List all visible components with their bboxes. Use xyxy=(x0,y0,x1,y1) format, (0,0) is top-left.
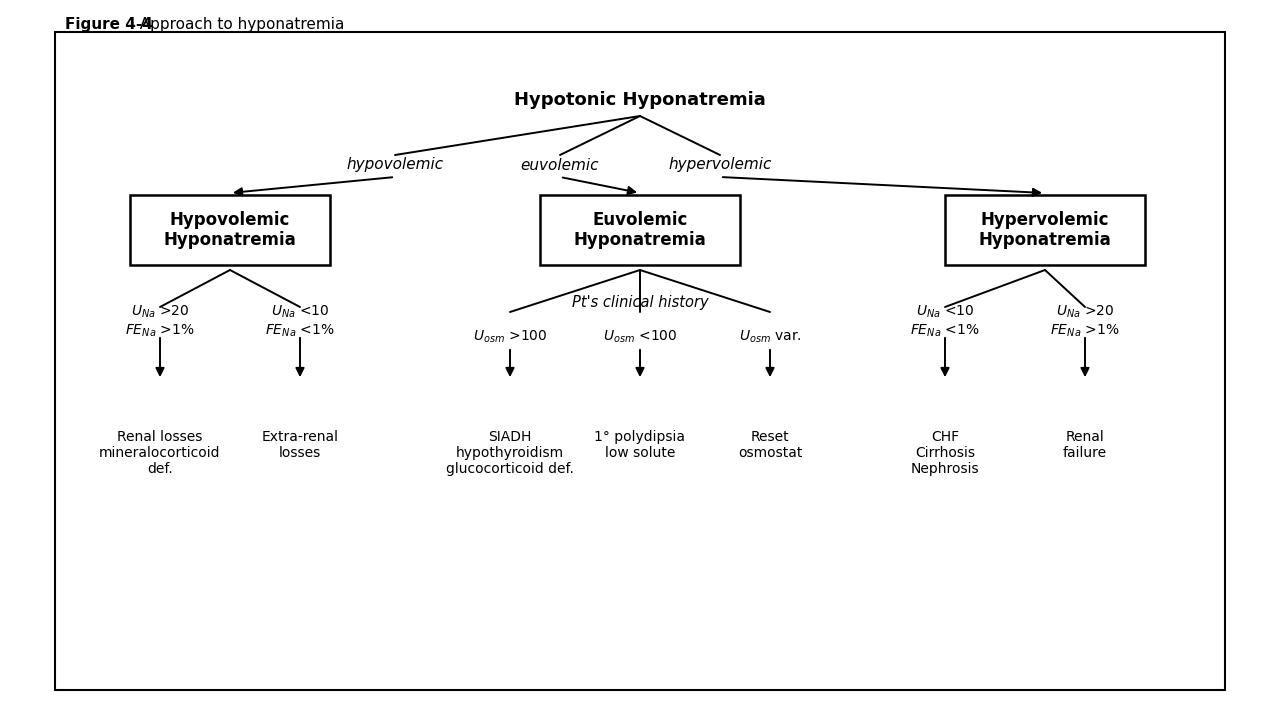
Text: $U_{osm}$ >100: $U_{osm}$ >100 xyxy=(472,329,548,345)
Text: Renal losses
mineralocorticoid
def.: Renal losses mineralocorticoid def. xyxy=(100,430,220,477)
Text: $U_{Na}$ <10
$FE_{Na}$ <1%: $U_{Na}$ <10 $FE_{Na}$ <1% xyxy=(265,303,335,338)
Text: Hypovolemic
Hyponatremia: Hypovolemic Hyponatremia xyxy=(164,210,297,249)
Text: Approach to hyponatremia: Approach to hyponatremia xyxy=(131,17,344,32)
Text: Reset
osmostat: Reset osmostat xyxy=(737,430,803,460)
Text: Renal
failure: Renal failure xyxy=(1062,430,1107,460)
Text: $U_{Na}$ >20
$FE_{Na}$ >1%: $U_{Na}$ >20 $FE_{Na}$ >1% xyxy=(1050,303,1120,338)
Text: Pt's clinical history: Pt's clinical history xyxy=(572,295,708,310)
Text: $U_{Na}$ >20
$FE_{Na}$ >1%: $U_{Na}$ >20 $FE_{Na}$ >1% xyxy=(125,303,195,338)
Text: Euvolemic
Hyponatremia: Euvolemic Hyponatremia xyxy=(573,210,707,249)
Text: hypovolemic: hypovolemic xyxy=(347,158,444,173)
Text: $U_{Na}$ <10
$FE_{Na}$ <1%: $U_{Na}$ <10 $FE_{Na}$ <1% xyxy=(910,303,979,338)
Text: $U_{osm}$ var.: $U_{osm}$ var. xyxy=(739,329,801,345)
Text: Hypotonic Hyponatremia: Hypotonic Hyponatremia xyxy=(515,91,765,109)
Text: Extra-renal
losses: Extra-renal losses xyxy=(261,430,338,460)
Bar xyxy=(945,195,1146,265)
Text: euvolemic: euvolemic xyxy=(521,158,599,173)
Bar xyxy=(131,195,330,265)
Text: $U_{osm}$ <100: $U_{osm}$ <100 xyxy=(603,329,677,345)
Text: 1° polydipsia
low solute: 1° polydipsia low solute xyxy=(594,430,686,460)
Text: Figure 4-4: Figure 4-4 xyxy=(65,17,152,32)
Text: hypervolemic: hypervolemic xyxy=(668,158,772,173)
Text: SIADH
hypothyroidism
glucocorticoid def.: SIADH hypothyroidism glucocorticoid def. xyxy=(445,430,573,477)
Bar xyxy=(540,195,740,265)
Text: Hypervolemic
Hyponatremia: Hypervolemic Hyponatremia xyxy=(979,210,1111,249)
Text: CHF
Cirrhosis
Nephrosis: CHF Cirrhosis Nephrosis xyxy=(910,430,979,477)
